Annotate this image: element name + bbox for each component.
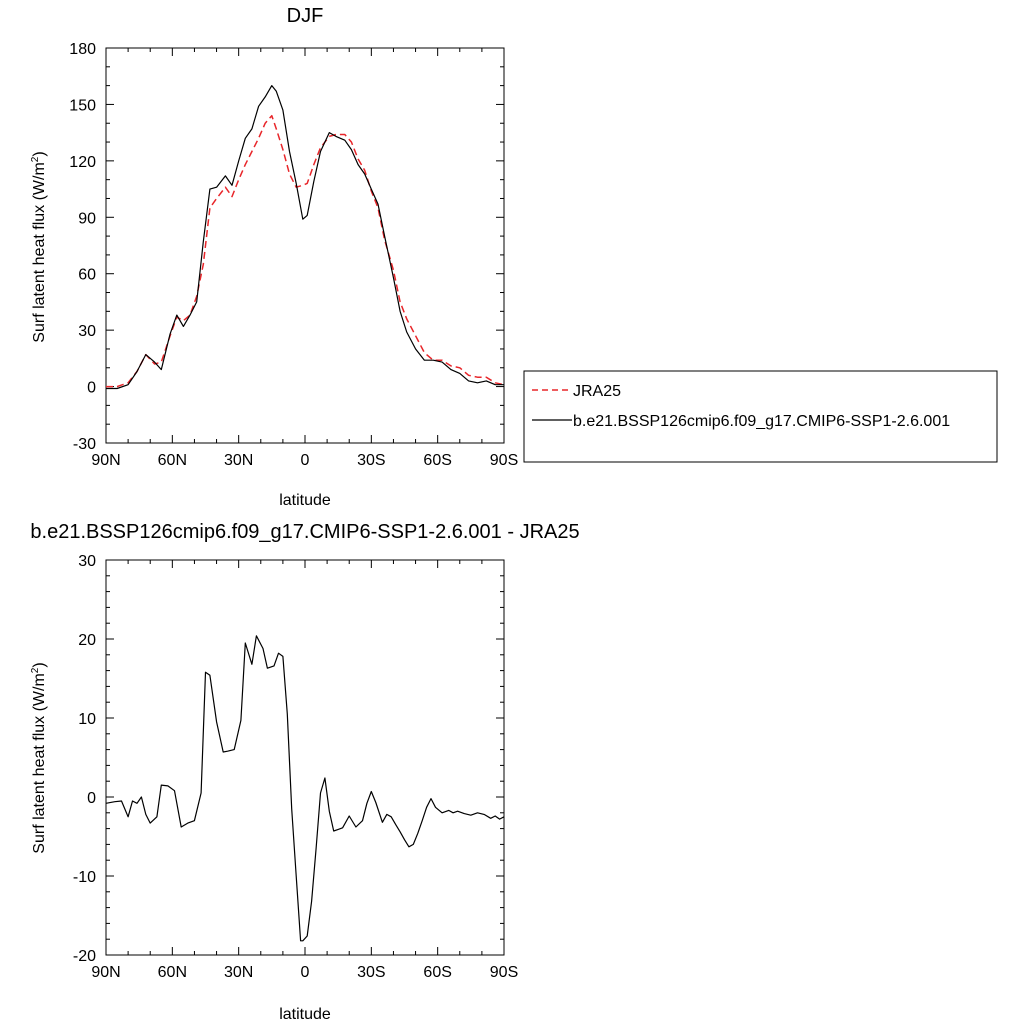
y-tick-label: 90 xyxy=(78,210,96,227)
series-line-difference xyxy=(105,635,505,942)
x-tick-label: 60N xyxy=(158,452,187,469)
panel-mean: DJF 90N 60N 30N 0 30S 60S 90S -30 0 30 60 90 120 150 1… xyxy=(30,5,518,509)
panel-diff-ylabel-main: Surf latent heat flux (W/m xyxy=(31,673,48,854)
x-tick-label: 90S xyxy=(490,452,518,469)
panel-diff-ylabel-sup: 2 xyxy=(30,667,41,673)
x-tick-label: 30S xyxy=(357,452,385,469)
y-tick-label: 30 xyxy=(78,323,96,340)
panel-mean-ylabel-sup: 2 xyxy=(30,156,41,162)
y-tick-label: 10 xyxy=(78,711,96,728)
x-tick-label: 60S xyxy=(423,452,451,469)
legend: JRA25 b.e21.BSSP126cmip6.f09_g17.CMIP6-S… xyxy=(523,370,998,463)
y-tick-label: 180 xyxy=(69,41,96,58)
x-tick-label: 0 xyxy=(301,452,310,469)
plot-frame xyxy=(105,559,505,956)
x-tick-label: 90S xyxy=(490,964,518,981)
panel-diff-plot-area: 90N 60N 30N 0 30S 60S 90S -20 -10 0 10 20 30 xyxy=(73,553,518,981)
y-tick-label: 0 xyxy=(87,380,96,397)
panel-diff-ylabel-close: ) xyxy=(31,662,48,667)
x-tick-label: 0 xyxy=(301,964,310,981)
panel-mean-ylabel: Surf latent heat flux (W/m2) xyxy=(30,151,48,342)
y-tick-label: 30 xyxy=(78,553,96,570)
legend-label-jra25: JRA25 xyxy=(573,383,621,400)
y-tick-label: 20 xyxy=(78,632,96,649)
y-tick-label: 120 xyxy=(69,154,96,171)
panel-diff: b.e21.BSSP126cmip6.f09_g17.CMIP6-SSP1-2.… xyxy=(30,521,580,1023)
x-tick-label: 60N xyxy=(158,964,187,981)
y-tick-label: -20 xyxy=(73,948,96,965)
panel-diff-title: b.e21.BSSP126cmip6.f09_g17.CMIP6-SSP1-2.… xyxy=(30,521,579,543)
x-tick-label: 30N xyxy=(224,452,253,469)
y-tick-label: 150 xyxy=(69,97,96,114)
x-tick-label: 90N xyxy=(91,452,120,469)
x-tick-label: 30S xyxy=(357,964,385,981)
y-tick-label: -30 xyxy=(73,436,96,453)
panel-mean-xlabel: latitude xyxy=(279,492,331,509)
x-tick-label: 30N xyxy=(224,964,253,981)
x-tick-label: 60S xyxy=(423,964,451,981)
series-line-jra25 xyxy=(106,114,505,388)
legend-label-model: b.e21.BSSP126cmip6.f09_g17.CMIP6-SSP1-2.… xyxy=(573,413,950,430)
panel-mean-plot-area: 90N 60N 30N 0 30S 60S 90S -30 0 30 60 90 120 150 180 xyxy=(69,41,518,469)
panel-mean-ylabel-main: Surf latent heat flux (W/m xyxy=(31,162,48,343)
y-tick-label: -10 xyxy=(73,869,96,886)
y-tick-label: 0 xyxy=(87,790,96,807)
series-line-b-e21-bssp126cmip6-f09-g17-cmip6-ssp1-2-6-001 xyxy=(106,84,504,390)
panel-diff-ylabel: Surf latent heat flux (W/m2) xyxy=(30,662,48,853)
legend-box xyxy=(523,370,998,463)
x-tick-label: 90N xyxy=(91,964,120,981)
panel-diff-xlabel: latitude xyxy=(279,1006,331,1023)
y-tick-label: 60 xyxy=(78,267,96,284)
panel-mean-title: DJF xyxy=(287,5,324,27)
plot-frame xyxy=(105,47,505,444)
panel-mean-ylabel-close: ) xyxy=(31,151,48,156)
